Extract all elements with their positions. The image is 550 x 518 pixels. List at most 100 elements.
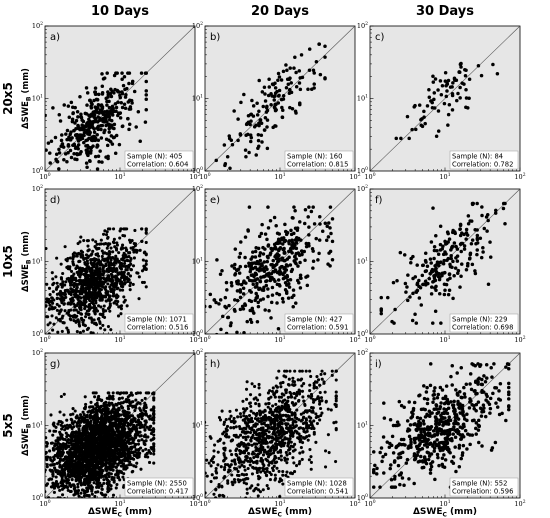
data-point [123, 417, 127, 421]
data-point [107, 130, 111, 134]
data-point [111, 256, 115, 260]
data-point [136, 418, 141, 422]
y-axis-label-subscript: B [26, 259, 33, 264]
data-point [40, 132, 44, 136]
sample-size-label: Sample (N): 427 [287, 316, 342, 324]
data-point [152, 452, 156, 456]
data-point [230, 264, 234, 268]
data-point [59, 497, 63, 498]
data-point [83, 281, 87, 285]
data-point [84, 450, 88, 454]
row-title: 20x5 [1, 82, 15, 115]
data-point [89, 261, 93, 265]
data-point [81, 289, 85, 293]
data-point [60, 285, 64, 289]
data-point [68, 500, 71, 503]
y-axis-label-main: ΔSWE [21, 101, 31, 129]
data-point [311, 205, 315, 209]
data-point [459, 65, 463, 69]
data-point [57, 147, 61, 152]
data-point [75, 500, 78, 503]
data-point [311, 249, 315, 253]
data-point [279, 265, 284, 269]
data-point [118, 278, 122, 282]
x-tick-exponent: 1 [448, 335, 451, 341]
data-point [61, 145, 66, 149]
y-tick-base: 10 [357, 22, 365, 30]
data-point [60, 450, 64, 454]
data-point [253, 265, 258, 270]
data-point [271, 125, 275, 130]
data-point [102, 242, 106, 246]
data-point [104, 155, 108, 159]
data-point [101, 266, 105, 270]
data-point [244, 122, 249, 127]
data-point [106, 282, 110, 286]
data-point [405, 298, 410, 303]
y-tick-exponent: 1 [40, 257, 43, 263]
data-point [85, 165, 89, 170]
y-tick-exponent: 1 [365, 257, 368, 263]
data-point [200, 317, 204, 321]
data-point [91, 302, 95, 306]
data-point [97, 287, 101, 291]
data-point [257, 109, 261, 114]
data-point [127, 251, 131, 255]
data-point [86, 239, 90, 243]
data-point [107, 397, 112, 401]
data-point [93, 307, 97, 311]
data-point [90, 292, 94, 296]
data-point [232, 109, 236, 113]
data-point [101, 112, 106, 116]
data-point [78, 152, 82, 156]
data-point [148, 425, 152, 429]
data-point [242, 330, 246, 334]
data-point [65, 288, 69, 292]
data-point [144, 439, 148, 443]
data-point [330, 217, 335, 221]
data-point [481, 246, 485, 250]
data-point [109, 87, 113, 92]
data-point [98, 149, 102, 153]
data-point [94, 490, 98, 494]
data-point [45, 484, 46, 486]
data-point [84, 86, 89, 90]
data-point [107, 270, 111, 274]
data-point [123, 95, 128, 99]
data-point [116, 463, 120, 467]
y-tick-exponent: 0 [200, 166, 203, 172]
data-point [459, 274, 463, 278]
data-point [63, 245, 67, 249]
data-point [55, 500, 58, 503]
column-title: 30 Days [416, 4, 474, 19]
data-point [64, 475, 68, 480]
data-point [78, 424, 82, 428]
data-point [94, 500, 97, 503]
data-point [216, 172, 220, 176]
data-point [77, 251, 81, 255]
data-point [40, 321, 43, 324]
data-point [458, 85, 462, 90]
data-point [144, 240, 148, 244]
data-point [121, 243, 125, 247]
data-point [87, 254, 91, 258]
data-point [152, 396, 156, 400]
data-point [79, 278, 83, 282]
data-point [298, 273, 303, 278]
data-point [451, 228, 455, 233]
data-point [233, 247, 238, 251]
data-point [446, 278, 450, 282]
data-point [104, 427, 108, 431]
data-point [56, 330, 60, 334]
x-tick-base: 10 [349, 336, 357, 344]
data-point [76, 143, 81, 147]
data-point [98, 242, 102, 246]
data-point [417, 103, 422, 107]
data-point [112, 267, 116, 271]
data-point [77, 282, 81, 286]
data-point [45, 300, 49, 304]
data-point [45, 148, 47, 152]
data-point [488, 240, 492, 244]
data-point [298, 87, 303, 92]
